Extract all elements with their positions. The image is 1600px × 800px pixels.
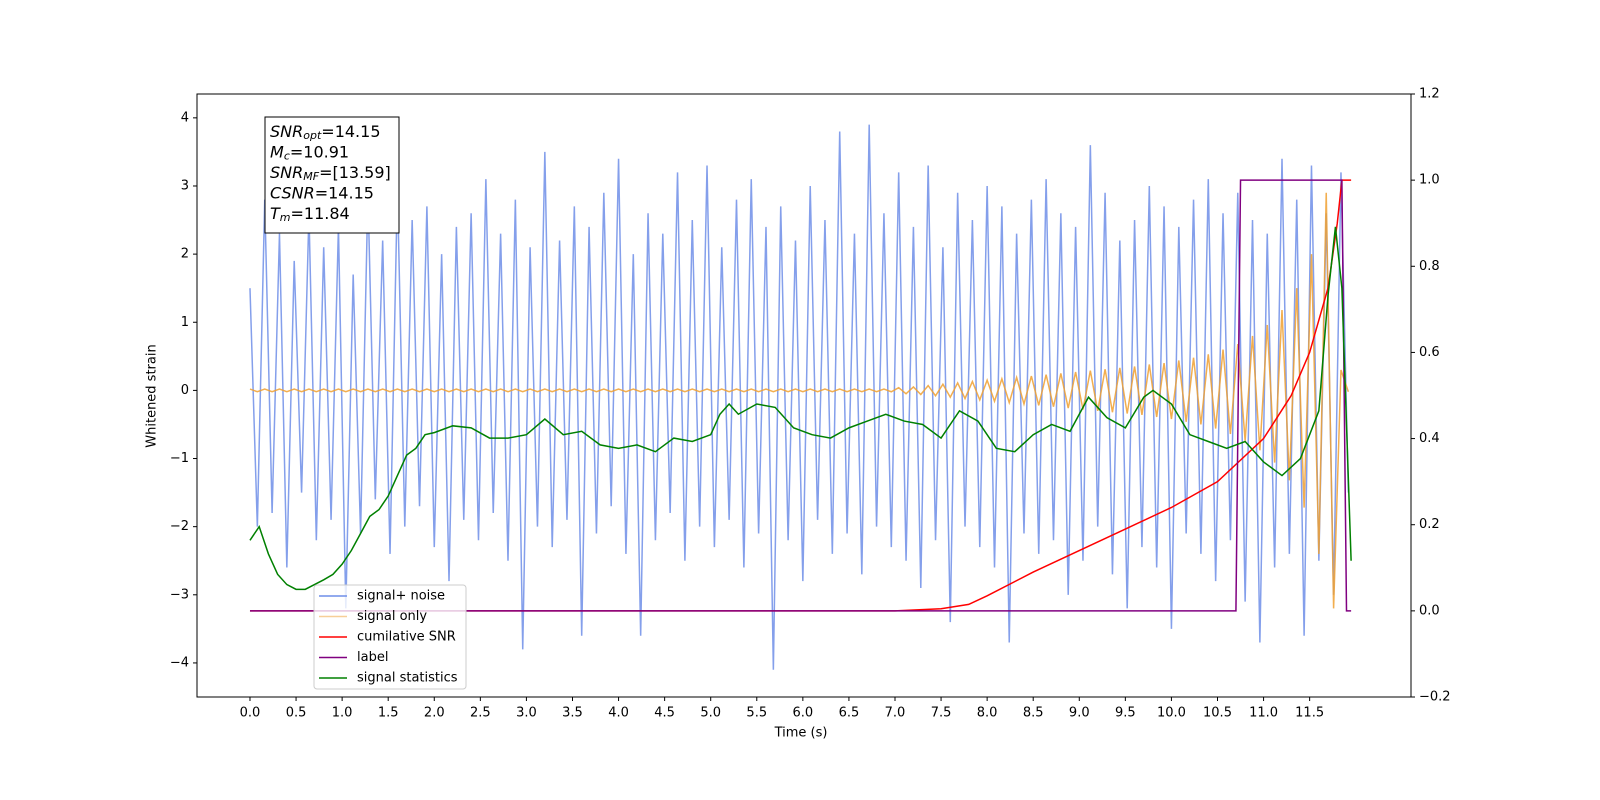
x-tick-label: 6.0 [793, 706, 814, 721]
y-tick-label: 4 [181, 110, 189, 125]
plot-frame [196, 93, 1412, 698]
y-tick-label: 1 [181, 315, 189, 330]
x-tick-label: 2.0 [424, 706, 445, 721]
annotation: SNRopt=14.15 [270, 122, 381, 143]
y-tick-label: 3 [181, 178, 189, 193]
x-tick-label: 7.0 [885, 706, 906, 721]
legend-frame [313, 584, 467, 690]
x-tick-label: 8.5 [1023, 706, 1044, 721]
x-tick-label: 5.0 [700, 706, 721, 721]
y-tick-label: 0 [181, 383, 189, 398]
y-tick-label: −3 [170, 587, 189, 602]
x-tick-label: 4.0 [608, 706, 629, 721]
y2-tick-label: −0.2 [1419, 690, 1451, 705]
y2-tick-label: 0.2 [1419, 517, 1440, 532]
series-line [249, 179, 1352, 612]
y2-tick-label: 0.6 [1419, 345, 1440, 360]
x-tick-label: 4.5 [654, 706, 675, 721]
legend-label: signal+ noise [357, 589, 445, 604]
x-tick-label: 1.5 [378, 706, 399, 721]
annotation-value: =11.84 [291, 204, 350, 223]
annotation-frame [264, 116, 400, 234]
annotation: SNRMF=[13.59] [270, 163, 391, 184]
x-tick-label: 5.5 [746, 706, 767, 721]
legend-label: signal statistics [357, 671, 458, 686]
x-tick-label: 8.0 [977, 706, 998, 721]
annotation: CSNR=14.15 [270, 183, 374, 202]
y2-tick-label: 1.2 [1419, 87, 1440, 102]
annotation-symbol: CSNR [270, 183, 315, 202]
y-tick-label: −1 [170, 451, 189, 466]
annotation: Mc=10.91 [270, 142, 349, 163]
annotation-subscript: c [284, 150, 290, 163]
x-tick-label: 10.5 [1203, 706, 1232, 721]
x-tick-label: 2.5 [470, 706, 491, 721]
annotation-symbol: T [270, 204, 281, 223]
x-tick-label: 0.0 [240, 706, 261, 721]
x-tick-label: 9.5 [1115, 706, 1136, 721]
y-axis-label: Whitened strain [145, 344, 160, 447]
y2-tick-label: 0.8 [1419, 259, 1440, 274]
x-tick-label: 0.5 [286, 706, 307, 721]
annotation-subscript: MF [303, 170, 319, 183]
x-tick-label: 9.0 [1069, 706, 1090, 721]
annotation-symbol: SNR [270, 163, 303, 182]
series-line [249, 179, 1352, 612]
legend-label: label [357, 650, 388, 665]
annotation-symbol: M [270, 142, 284, 161]
y2-tick-label: 0.0 [1419, 603, 1440, 618]
annotation-value: =14.15 [321, 122, 380, 141]
x-tick-label: 11.0 [1249, 706, 1278, 721]
series-line [249, 124, 1350, 670]
annotation-value: =10.91 [290, 142, 349, 161]
legend-label: cumilative SNR [357, 630, 456, 645]
legend-label: signal only [357, 609, 427, 624]
y-tick-label: −2 [170, 519, 189, 534]
series-line [249, 192, 1350, 609]
y-tick-label: 2 [181, 247, 189, 262]
annotation-subscript: m [280, 211, 291, 224]
annotation-subscript: opt [303, 129, 322, 142]
x-tick-label: 3.0 [516, 706, 537, 721]
x-tick-label: 10.0 [1157, 706, 1186, 721]
x-tick-label: 3.5 [562, 706, 583, 721]
x-tick-label: 11.5 [1295, 706, 1324, 721]
annotation-symbol: SNR [270, 122, 303, 141]
x-tick-label: 6.5 [839, 706, 860, 721]
y2-tick-label: 0.4 [1419, 431, 1440, 446]
annotation-value: =[13.59] [319, 163, 391, 182]
annotation-box: SNRopt=14.15Mc=10.91SNRMF=[13.59]CSNR=14… [264, 116, 400, 234]
annotation: Tm=11.84 [270, 204, 350, 225]
legend: signal+ noise signal only cumilative SNR la… [313, 584, 467, 690]
series-line [249, 226, 1352, 591]
annotation-value: =14.15 [315, 183, 374, 202]
x-axis-label: Time (s) [774, 726, 828, 741]
x-tick-label: 7.5 [931, 706, 952, 721]
x-tick-label: 1.0 [332, 706, 353, 721]
y2-tick-label: 1.0 [1419, 173, 1440, 188]
y-tick-label: −4 [170, 655, 189, 670]
